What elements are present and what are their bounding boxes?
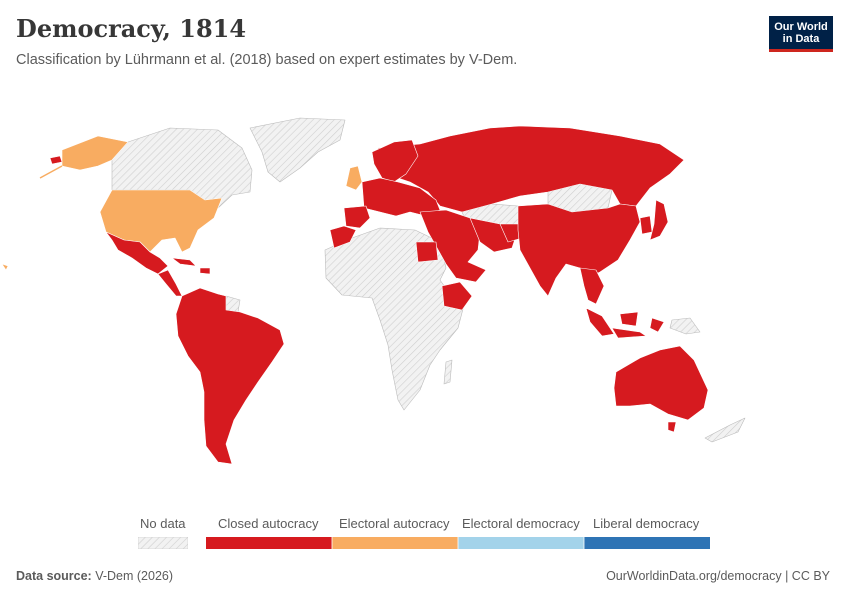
logo-line-1: Our World — [774, 21, 828, 33]
region-ethiopia[interactable] — [441, 281, 473, 311]
region-south-america[interactable] — [175, 287, 285, 465]
world-map — [1, 117, 746, 465]
region-egypt[interactable] — [415, 241, 439, 263]
owid-link[interactable]: OurWorldinData.org/democracy | CC BY — [606, 569, 830, 583]
data-source: Data source: V-Dem (2026) — [16, 569, 173, 583]
legend-label-closed-autocracy: Closed autocracy — [218, 516, 319, 531]
chart-subtitle: Classification by Lührmann et al. (2018)… — [16, 52, 518, 68]
region-aleutians[interactable] — [39, 165, 63, 179]
legend-label-no-data: No data — [140, 516, 186, 531]
region-caribbean-small[interactable] — [1, 263, 9, 271]
logo-line-2: in Data — [782, 33, 820, 45]
region-united-kingdom[interactable] — [345, 165, 363, 191]
region-japan[interactable] — [649, 199, 669, 241]
legend-swatch-liberal-democracy[interactable] — [584, 537, 710, 549]
legend-swatch-no-data[interactable] — [138, 537, 188, 549]
region-tasmania[interactable] — [667, 421, 677, 433]
region-southeast-asia[interactable] — [579, 267, 605, 305]
region-north-africa-west[interactable] — [329, 225, 357, 249]
region-iberia[interactable] — [343, 205, 371, 229]
region-china-india[interactable] — [517, 203, 641, 297]
region-cuba[interactable] — [171, 257, 197, 267]
legend-color-bar — [206, 537, 710, 549]
legend: No data Closed autocracy Electoral autoc… — [0, 516, 850, 556]
region-africa[interactable] — [324, 227, 465, 411]
region-australia[interactable] — [613, 345, 709, 421]
data-source-value: V-Dem (2026) — [95, 569, 174, 583]
legend-swatch-closed-autocracy[interactable] — [206, 537, 332, 549]
region-mexico[interactable] — [105, 231, 169, 275]
region-haiti[interactable] — [199, 267, 211, 275]
region-central-america[interactable] — [157, 269, 183, 297]
region-new-guinea[interactable] — [669, 317, 701, 335]
footer-url[interactable]: OurWorldinData.org/democracy | CC BY — [606, 569, 830, 583]
region-scandinavia[interactable] — [371, 139, 419, 183]
legend-label-electoral-autocracy: Electoral autocracy — [339, 516, 450, 531]
region-korea[interactable] — [639, 215, 653, 235]
region-greenland[interactable] — [249, 117, 346, 183]
region-guianas[interactable] — [225, 295, 241, 313]
legend-swatch-electoral-democracy[interactable] — [458, 537, 584, 549]
region-madagascar[interactable] — [443, 359, 453, 385]
data-source-label: Data source: — [16, 569, 92, 583]
legend-label-electoral-democracy: Electoral democracy — [462, 516, 580, 531]
legend-label-liberal-democracy: Liberal democracy — [593, 516, 700, 531]
owid-logo[interactable]: Our World in Data — [769, 16, 833, 52]
region-hawaii[interactable] — [49, 155, 63, 165]
region-pacific-islands[interactable] — [704, 417, 746, 443]
region-alaska[interactable] — [61, 135, 129, 171]
chart-title: Democracy, 1814 — [16, 14, 247, 43]
region-indonesia[interactable] — [585, 307, 665, 339]
legend-swatch-electoral-autocracy[interactable] — [332, 537, 458, 549]
